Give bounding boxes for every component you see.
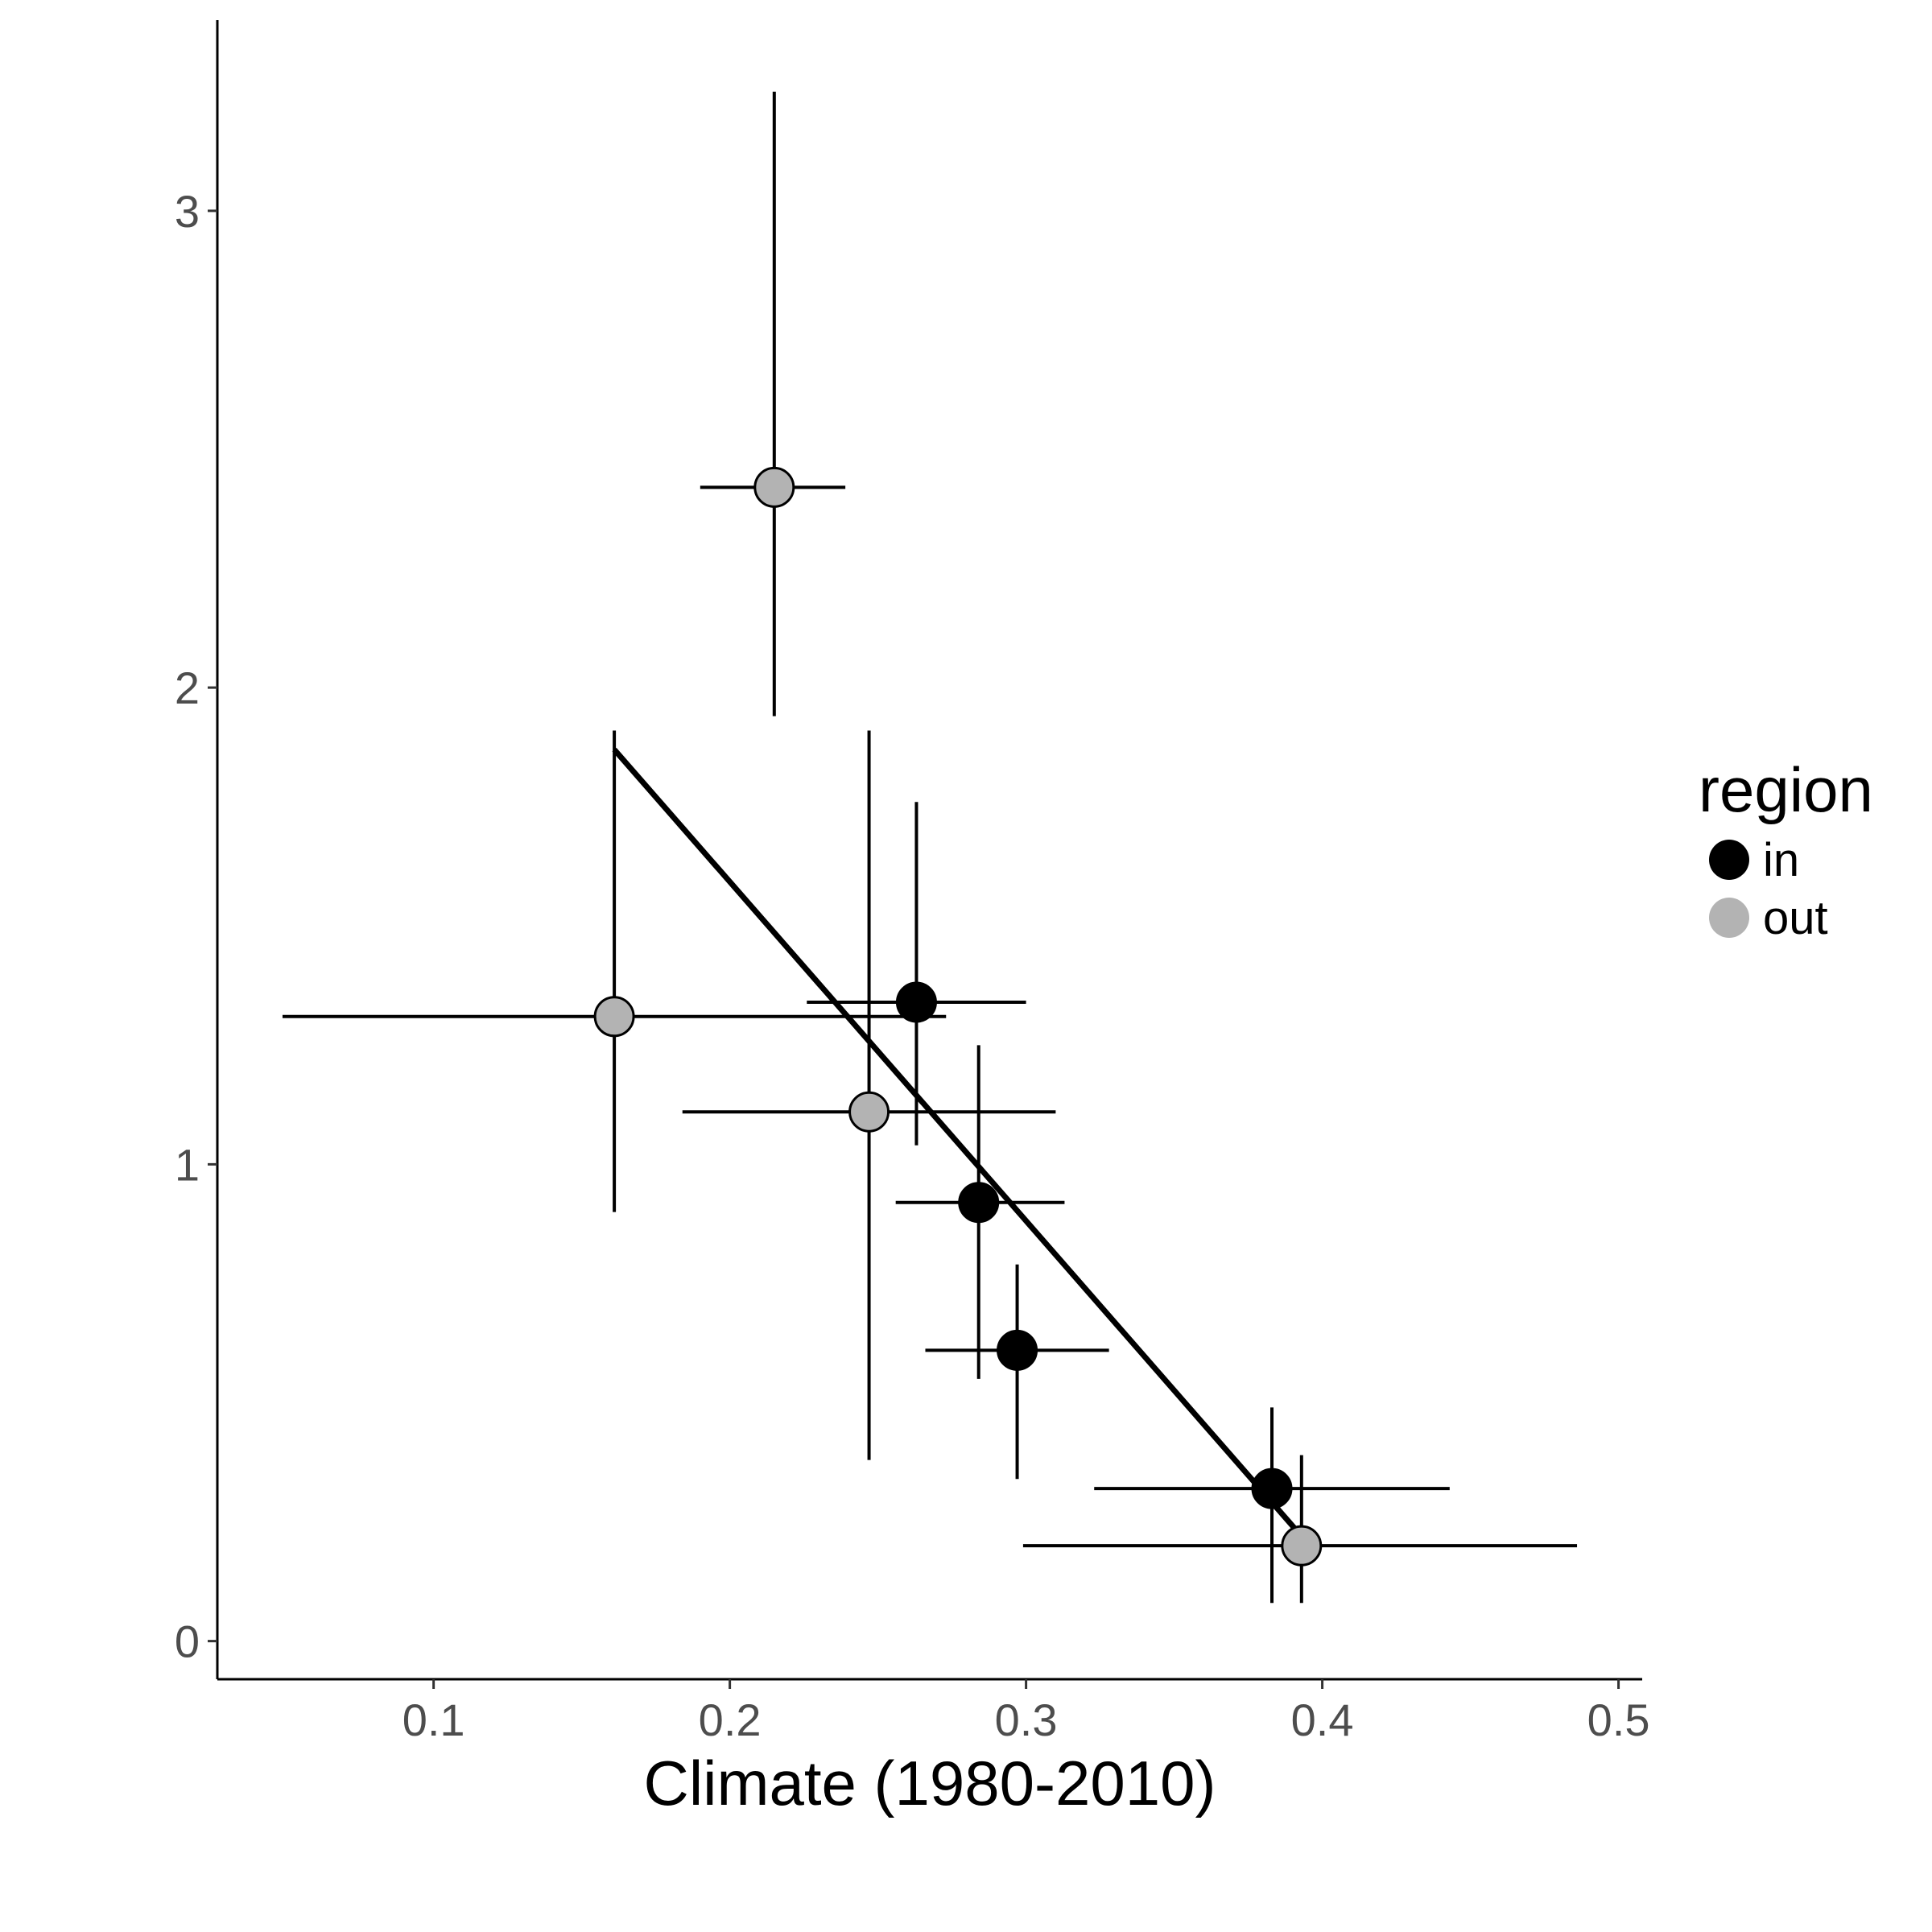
y-tick-label: 3 bbox=[175, 186, 200, 237]
legend-key-out bbox=[1709, 898, 1749, 938]
x-tick-label: 0.2 bbox=[699, 1695, 762, 1745]
legend-label-out: out bbox=[1763, 892, 1828, 944]
x-axis-ticks: 0.1 0.2 0.3 0.4 0.5 bbox=[402, 1679, 1650, 1745]
data-points bbox=[593, 466, 1323, 1567]
regression-line bbox=[612, 747, 1304, 1538]
legend-title: region bbox=[1699, 754, 1873, 825]
point-out-4 bbox=[1281, 1525, 1323, 1567]
legend: region in out bbox=[1699, 754, 1873, 944]
point-in-1 bbox=[895, 981, 937, 1023]
error-bars bbox=[282, 91, 1578, 1604]
y-tick-label: 0 bbox=[175, 1616, 200, 1667]
axes bbox=[216, 20, 1642, 1681]
x-tick-label: 0.1 bbox=[402, 1695, 465, 1745]
point-out-1 bbox=[753, 466, 795, 508]
y-tick-label: 1 bbox=[175, 1139, 200, 1190]
x-tick-label: 0.5 bbox=[1587, 1695, 1650, 1745]
point-out-2 bbox=[593, 996, 635, 1038]
x-tick-label: 0.3 bbox=[995, 1695, 1058, 1745]
regression-line-group bbox=[612, 747, 1304, 1538]
x-tick-label: 0.4 bbox=[1291, 1695, 1354, 1745]
legend-items: in out bbox=[1709, 834, 1828, 944]
point-in-3 bbox=[997, 1329, 1038, 1371]
y-tick-label: 2 bbox=[175, 663, 200, 713]
y-axis-ticks: 0 1 2 3 bbox=[175, 186, 217, 1667]
x-axis-title: Climate (1980-2010) bbox=[643, 1748, 1216, 1818]
point-out-3 bbox=[848, 1091, 890, 1133]
legend-key-in bbox=[1709, 840, 1749, 880]
point-in-4 bbox=[1251, 1468, 1293, 1509]
point-in-2 bbox=[958, 1182, 1000, 1224]
legend-label-in: in bbox=[1763, 834, 1799, 886]
